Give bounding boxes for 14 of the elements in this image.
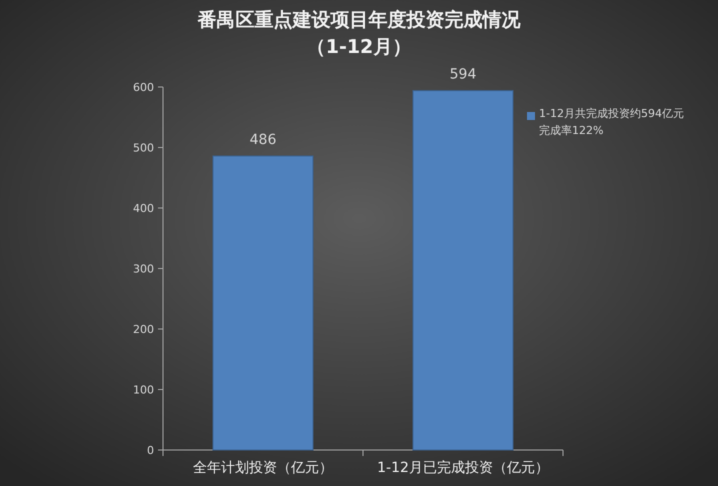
y-tick-label: 200 [133, 322, 154, 336]
x-tick-label: 1-12月已完成投资（亿元） [377, 460, 549, 476]
text: 1-12月共完成投资约594亿元完成率122% [539, 107, 684, 137]
y-tick-label: 300 [133, 262, 154, 276]
data-label: 486 [250, 132, 276, 148]
x-tick-label: 全年计划投资（亿元） [193, 460, 333, 476]
y-tick-label: 500 [133, 141, 154, 154]
y-tick-label: 400 [133, 202, 154, 215]
data-label: 594 [450, 66, 476, 83]
y-tick-label: 0 [147, 444, 154, 457]
chart-subtitle: （1-12月） [306, 36, 412, 58]
chart-title: 番禺区重点建设项目年度投资完成情况 [196, 9, 522, 31]
y-tick-label: 100 [133, 383, 154, 396]
y-tick-label: 600 [133, 80, 154, 94]
